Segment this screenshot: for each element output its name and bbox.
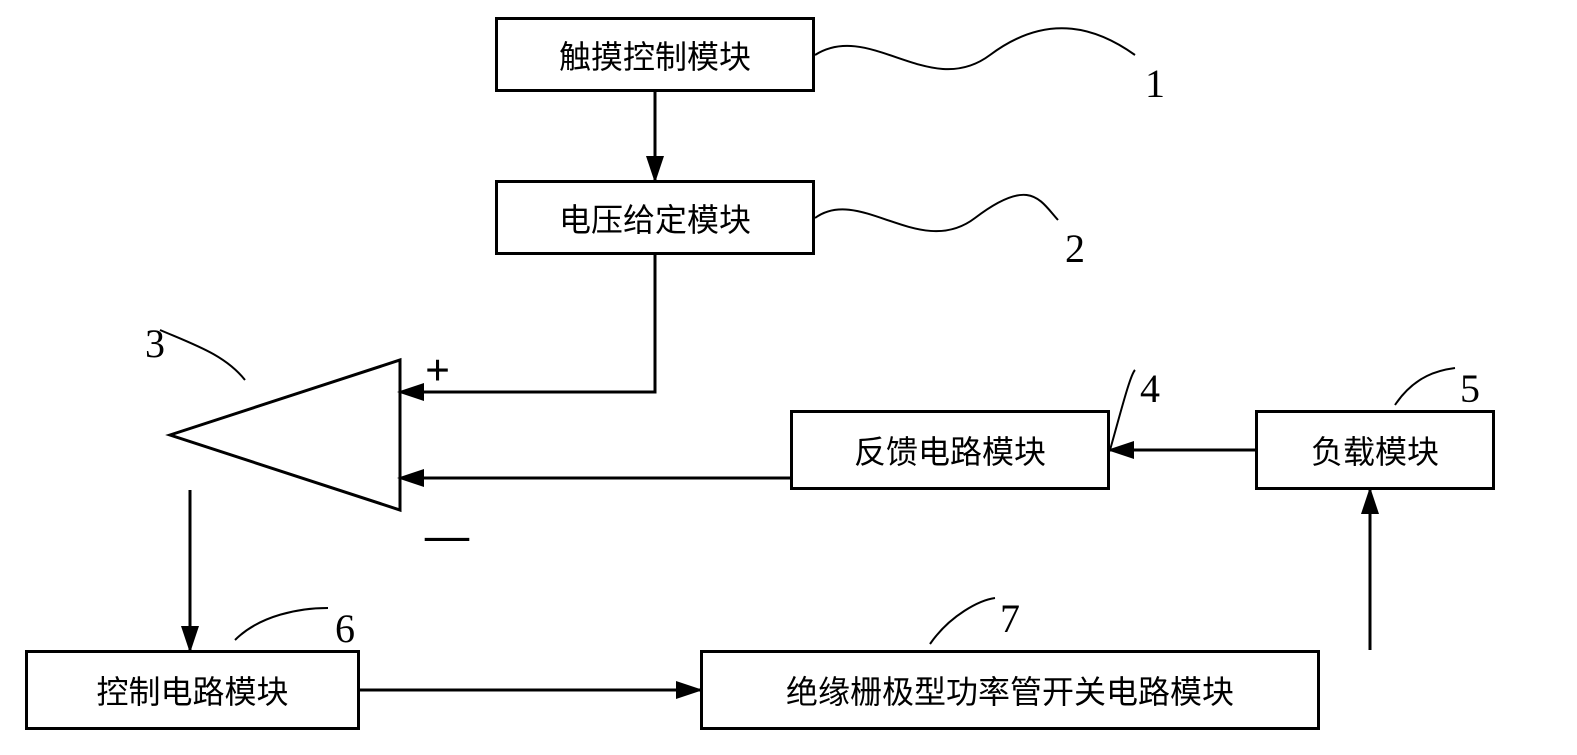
comparator-triangle: [170, 360, 400, 510]
callout-leader: [930, 598, 995, 644]
callout-leader: [1110, 370, 1135, 450]
control-circuit-module-box: 控制电路模块: [25, 650, 360, 730]
feedback-circuit-module-label: 反馈电路模块: [854, 427, 1046, 473]
callout-4: 4: [1140, 365, 1160, 412]
feedback-circuit-module-box: 反馈电路模块: [790, 410, 1110, 490]
callout-7: 7: [1000, 595, 1020, 642]
touch-control-module-label: 触摸控制模块: [559, 32, 751, 78]
igbt-switch-circuit-module-label: 绝缘栅极型功率管开关电路模块: [786, 667, 1234, 713]
comparator-minus-sign: —: [425, 510, 469, 561]
callout-leader: [235, 608, 328, 640]
igbt-switch-circuit-module-box: 绝缘栅极型功率管开关电路模块: [700, 650, 1320, 730]
callout-5: 5: [1460, 365, 1480, 412]
callout-leader: [815, 195, 1058, 231]
connector-layer: [0, 0, 1577, 755]
callout-1: 1: [1145, 60, 1165, 107]
callout-leader: [160, 330, 245, 380]
voltage-setpoint-module-box: 电压给定模块: [495, 180, 815, 255]
comparator-plus-sign: +: [425, 345, 450, 396]
voltage-setpoint-module-label: 电压给定模块: [559, 195, 751, 241]
callout-6: 6: [335, 605, 355, 652]
diagram-root: 触摸控制模块 电压给定模块 反馈电路模块 负载模块 控制电路模块 绝缘栅极型功率…: [0, 0, 1577, 755]
callout-3: 3: [145, 320, 165, 367]
callout-leader: [1395, 368, 1455, 405]
callout-leader: [815, 28, 1135, 69]
load-module-box: 负载模块: [1255, 410, 1495, 490]
callout-2: 2: [1065, 225, 1085, 272]
load-module-label: 负载模块: [1311, 427, 1439, 473]
touch-control-module-box: 触摸控制模块: [495, 17, 815, 92]
control-circuit-module-label: 控制电路模块: [96, 667, 288, 713]
